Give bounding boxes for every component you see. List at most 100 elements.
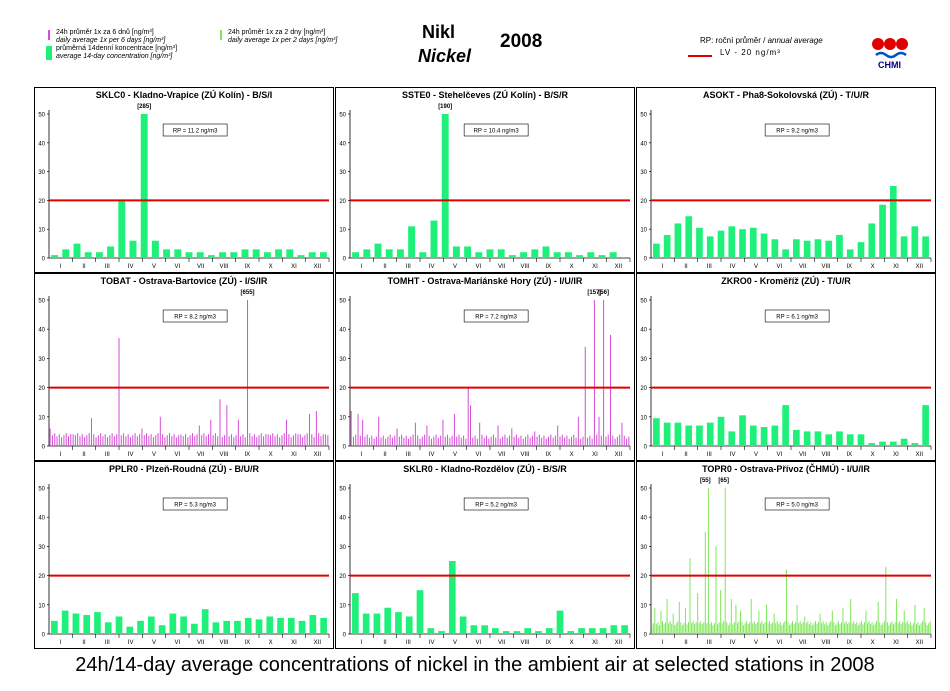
chart-title: TOBAT - Ostrava-Bartovice (ZÚ) - I/S/IR	[100, 276, 268, 286]
bar	[470, 625, 478, 634]
bar	[696, 227, 703, 258]
month-label: XII	[615, 264, 623, 270]
y-tick-label: 30	[339, 545, 346, 551]
bar	[107, 246, 115, 258]
month-label: VI	[776, 264, 782, 270]
y-tick-label: 40	[640, 141, 647, 147]
bar	[448, 561, 456, 634]
month-label: XII	[314, 264, 322, 270]
month-label: IX	[545, 452, 551, 458]
chart-panel-pplr0: PPLR0 - Plzeň-Roudná (ZÚ) - B/U/R 0 10 20 3…	[34, 461, 334, 649]
bar	[438, 631, 445, 634]
y-tick-label: 50	[38, 487, 45, 493]
bar	[879, 441, 886, 446]
month-label: VII	[799, 452, 807, 458]
y-tick-label: 0	[644, 445, 648, 451]
bar	[535, 631, 542, 634]
bar	[497, 249, 505, 258]
y-tick-label: 40	[339, 328, 346, 334]
offscale-annotation: [285]	[137, 104, 151, 110]
y-tick-label: 50	[640, 299, 647, 305]
month-label: VIII	[219, 640, 228, 646]
bar	[663, 422, 671, 446]
bar	[706, 422, 714, 446]
month-label: IX	[244, 264, 250, 270]
bar	[653, 418, 660, 446]
rp-label: RP = 7.2 ng/m3	[475, 315, 517, 321]
bar	[889, 441, 897, 446]
chart-title: SSTE0 - Stehelčeves (ZÚ Kolín) - B/S/R	[401, 90, 569, 100]
bar	[62, 249, 70, 258]
bar	[728, 226, 736, 258]
bar	[244, 617, 252, 634]
month-label: IX	[846, 640, 852, 646]
bar	[191, 623, 198, 634]
bar	[793, 239, 800, 258]
bar	[362, 613, 370, 634]
month-label: II	[684, 640, 688, 646]
bar	[513, 631, 521, 634]
y-tick-label: 0	[343, 633, 347, 639]
bar	[685, 216, 693, 258]
month-label: III	[406, 264, 411, 270]
month-label: XI	[592, 452, 598, 458]
bar	[545, 628, 553, 634]
bar	[374, 243, 382, 258]
month-label: XII	[916, 640, 924, 646]
rp-label: RP = 5.0 ng/m3	[776, 503, 818, 509]
y-tick-label: 0	[42, 257, 46, 263]
y-tick-label: 40	[339, 516, 346, 522]
bar	[84, 252, 92, 258]
rp-label: RP = 5.2 ng/m3	[475, 503, 517, 509]
month-label: XII	[314, 452, 322, 458]
bar	[609, 252, 617, 258]
bar	[879, 204, 886, 258]
chart-title: ASOKT - Pha8-Sokolovská (ZÚ) - T/U/R	[702, 90, 870, 100]
month-label: X	[269, 264, 273, 270]
y-tick-label: 30	[640, 357, 647, 363]
month-label: VII	[498, 452, 506, 458]
bar	[588, 628, 596, 634]
bar	[416, 590, 424, 634]
bar	[542, 246, 550, 258]
bar	[51, 255, 59, 258]
bar	[567, 631, 575, 634]
bar	[118, 200, 126, 258]
lightgreen-swatch-icon	[220, 30, 222, 40]
bar	[524, 628, 532, 634]
y-tick-label: 20	[38, 386, 45, 392]
bar	[319, 252, 327, 258]
month-label: II	[82, 640, 86, 646]
month-label: IX	[244, 640, 250, 646]
rp-box	[764, 497, 830, 511]
month-label: V	[152, 264, 156, 270]
bar	[266, 616, 274, 634]
month-label: V	[453, 640, 457, 646]
month-label: XI	[893, 452, 899, 458]
month-label: I	[361, 640, 363, 646]
bar	[771, 425, 779, 446]
chart-panel-zkro0: ZKRO0 - Kroměříž (ZÚ) - T/U/R 0 10 20 30 40 5…	[636, 273, 936, 461]
bar	[352, 252, 360, 258]
month-label: VII	[197, 452, 205, 458]
legend-14day-cz: průměrná 14denní koncentrace [ng/m³]	[56, 45, 178, 52]
y-tick-label: 50	[339, 487, 346, 493]
month-label: II	[684, 264, 688, 270]
y-tick-label: 20	[640, 574, 647, 580]
month-label: X	[871, 264, 875, 270]
figure-caption: 24h/14-day average concentrations of nic…	[75, 654, 875, 676]
month-label: X	[871, 640, 875, 646]
y-tick-label: 20	[640, 199, 647, 205]
month-label: XI	[291, 452, 297, 458]
bar	[169, 613, 177, 634]
bar	[201, 609, 209, 634]
offscale-annotation: [55]	[700, 478, 711, 484]
rp-label: RP = 8.2 ng/m3	[174, 315, 216, 321]
month-label: X	[871, 452, 875, 458]
month-label: II	[383, 264, 387, 270]
bar	[395, 612, 402, 634]
y-tick-label: 50	[640, 113, 647, 119]
